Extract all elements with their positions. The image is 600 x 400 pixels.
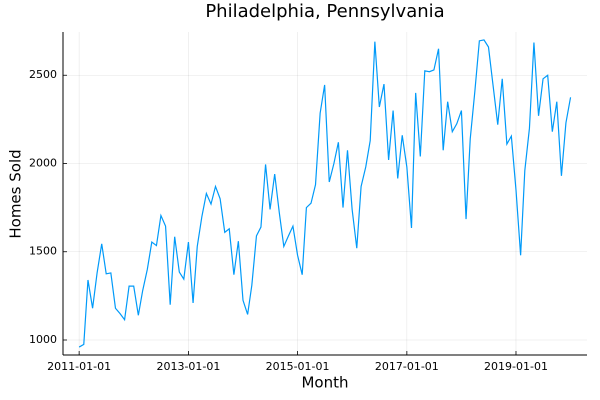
- line-series: [78, 39, 572, 348]
- chart-title: Philadelphia, Pennsylvania: [205, 1, 444, 22]
- y-tick-label: 2000: [29, 156, 57, 169]
- y-axis-label: Homes Sold: [7, 149, 25, 238]
- y-tick-label: 2500: [29, 68, 57, 81]
- y-tick-label: 1500: [29, 245, 57, 258]
- x-tick-label: 2017-01-01: [375, 360, 439, 373]
- y-tick-label: 1000: [29, 333, 57, 346]
- x-axis-label: Month: [301, 374, 348, 392]
- x-tick-label: 2015-01-01: [266, 360, 330, 373]
- x-tick-label: 2013-01-01: [156, 360, 220, 373]
- x-tick-label: 2019-01-01: [484, 360, 548, 373]
- x-tick-label: 2011-01-01: [47, 360, 111, 373]
